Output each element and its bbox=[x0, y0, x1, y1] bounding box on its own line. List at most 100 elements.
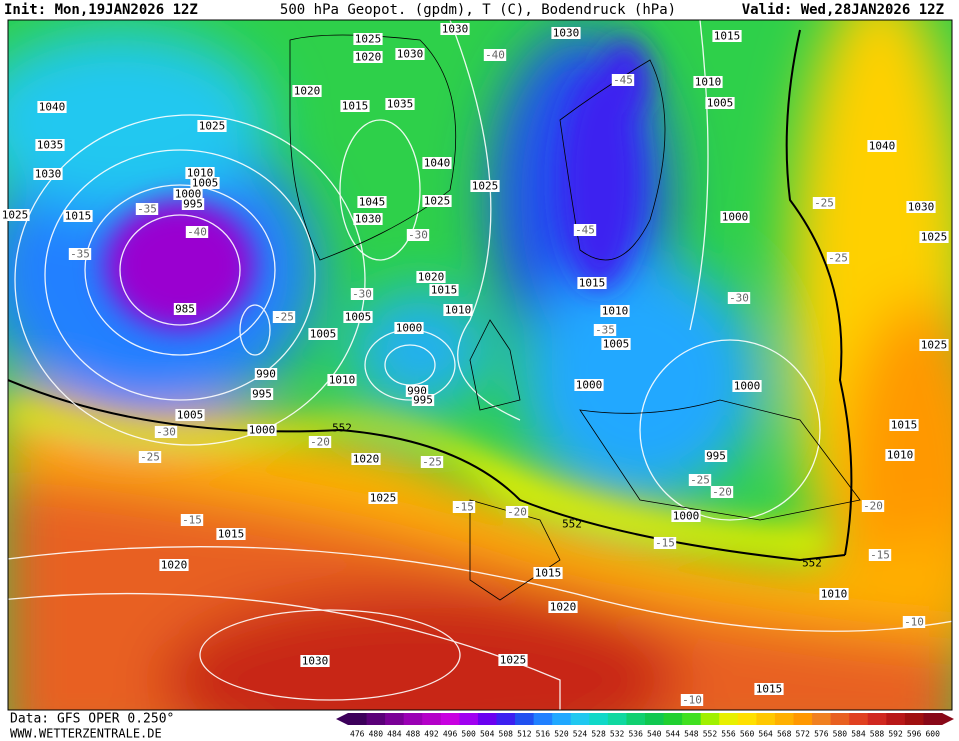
isobar-label: 1005 bbox=[603, 338, 630, 351]
label-box bbox=[819, 588, 849, 600]
colorbar-tick-label: 488 bbox=[406, 730, 421, 739]
label-box bbox=[611, 74, 635, 86]
colorbar-swatch bbox=[515, 713, 535, 725]
isobar-label: 1010 bbox=[187, 167, 214, 180]
isobar-label: 1030 bbox=[553, 27, 580, 40]
isobar-label: 1010 bbox=[695, 76, 722, 89]
temperature-label: -35 bbox=[70, 248, 90, 261]
label-box bbox=[693, 76, 723, 88]
label-box bbox=[353, 51, 383, 63]
isobar-label: 1045 bbox=[359, 196, 386, 209]
colorbar-tick-label: 596 bbox=[907, 730, 922, 739]
isobar-label: 1015 bbox=[579, 277, 606, 290]
isobar-label: 1030 bbox=[442, 23, 469, 36]
isobar-label: 1015 bbox=[218, 528, 245, 541]
label-box bbox=[533, 567, 563, 579]
label-box bbox=[720, 211, 750, 223]
label-box bbox=[593, 324, 617, 336]
temperature-label: -15 bbox=[870, 549, 890, 562]
colorbar-swatch bbox=[719, 713, 739, 725]
temperature-label: -15 bbox=[182, 514, 202, 527]
isobar-label: 1040 bbox=[424, 157, 451, 170]
colorbar-swatch bbox=[552, 713, 572, 725]
temperature-label: -20 bbox=[310, 436, 330, 449]
colorbar-arrow-left bbox=[336, 713, 348, 725]
isobar-label: 1000 bbox=[576, 379, 603, 392]
label-box bbox=[885, 449, 915, 461]
label-box bbox=[600, 305, 630, 317]
label-box bbox=[812, 197, 836, 209]
label-box bbox=[574, 379, 604, 391]
colorbar-tick-label: 600 bbox=[925, 730, 940, 739]
label-box bbox=[181, 198, 205, 210]
temperature-label: -45 bbox=[613, 74, 633, 87]
colorbar-tick-label: 476 bbox=[350, 730, 365, 739]
colorbar-arrow-right bbox=[942, 713, 954, 725]
isobar-label: 1005 bbox=[310, 328, 337, 341]
temperature-label: -35 bbox=[137, 203, 157, 216]
colorbar-tick-label: 532 bbox=[610, 730, 625, 739]
colorbar-swatch bbox=[459, 713, 479, 725]
isobar-label: 1025 bbox=[355, 33, 382, 46]
isobar-label: 1030 bbox=[302, 655, 329, 668]
colorbar-tick-label: 492 bbox=[424, 730, 439, 739]
isobar-label: 1010 bbox=[445, 304, 472, 317]
label-box bbox=[247, 424, 277, 436]
isobar-label: 990 bbox=[256, 368, 276, 381]
isobar-label: 1015 bbox=[714, 30, 741, 43]
colorbar-swatch bbox=[737, 713, 757, 725]
label-box bbox=[173, 188, 203, 200]
isobar-label: 1005 bbox=[707, 97, 734, 110]
label-box bbox=[308, 328, 338, 340]
colorbar-swatch bbox=[403, 713, 423, 725]
temperature-label: -10 bbox=[682, 694, 702, 707]
colorbar-swatch bbox=[793, 713, 813, 725]
label-box bbox=[573, 224, 597, 236]
isobar-label: 1025 bbox=[921, 231, 948, 244]
colorbar-swatch bbox=[440, 713, 460, 725]
colorbar-tick-label: 540 bbox=[647, 730, 662, 739]
isobar-label: 1000 bbox=[722, 211, 749, 224]
label-box bbox=[411, 394, 435, 406]
label-box bbox=[138, 451, 162, 463]
label-box bbox=[422, 157, 452, 169]
isobar-label: 1025 bbox=[199, 120, 226, 133]
isobar-label: 1005 bbox=[192, 177, 219, 190]
label-box bbox=[190, 177, 220, 189]
colorbar-swatch bbox=[700, 713, 720, 725]
label-box bbox=[861, 500, 885, 512]
temperature-label: -20 bbox=[507, 506, 527, 519]
colorbar-swatch bbox=[645, 713, 665, 725]
isobar-label: 1010 bbox=[602, 305, 629, 318]
isobar-label: 1030 bbox=[908, 201, 935, 214]
colorbar-tick-label: 548 bbox=[684, 730, 699, 739]
colorbar-tick-label: 528 bbox=[591, 730, 606, 739]
label-box bbox=[272, 311, 296, 323]
label-box bbox=[548, 601, 578, 613]
label-box bbox=[353, 213, 383, 225]
label-box bbox=[420, 456, 444, 468]
isobar-label: 1015 bbox=[431, 284, 458, 297]
colorbar-tick-label: 564 bbox=[758, 730, 773, 739]
isobar-label: 995 bbox=[183, 198, 203, 211]
temperature-label: -30 bbox=[408, 229, 428, 242]
colorbar-tick-label: 588 bbox=[870, 730, 885, 739]
isobar-label: 1000 bbox=[175, 188, 202, 201]
label-box bbox=[159, 559, 189, 571]
temperature-label: -40 bbox=[485, 49, 505, 62]
colorbar-swatch bbox=[348, 713, 368, 725]
isobar-label: 1005 bbox=[345, 311, 372, 324]
isobar-label: 1025 bbox=[472, 180, 499, 193]
label-box bbox=[732, 380, 762, 392]
label-box bbox=[498, 654, 528, 666]
colorbar-tick-label: 568 bbox=[777, 730, 792, 739]
isobar-label: 1025 bbox=[2, 209, 29, 222]
colorbar-swatch bbox=[589, 713, 609, 725]
colorbar-tick-label: 524 bbox=[573, 730, 588, 739]
colorbar-tick-label: 520 bbox=[554, 730, 569, 739]
isobar-label: 1000 bbox=[673, 510, 700, 523]
label-box bbox=[353, 33, 383, 45]
isobar-label: 1005 bbox=[177, 409, 204, 422]
colorbar-swatch bbox=[663, 713, 683, 725]
label-box bbox=[704, 450, 728, 462]
